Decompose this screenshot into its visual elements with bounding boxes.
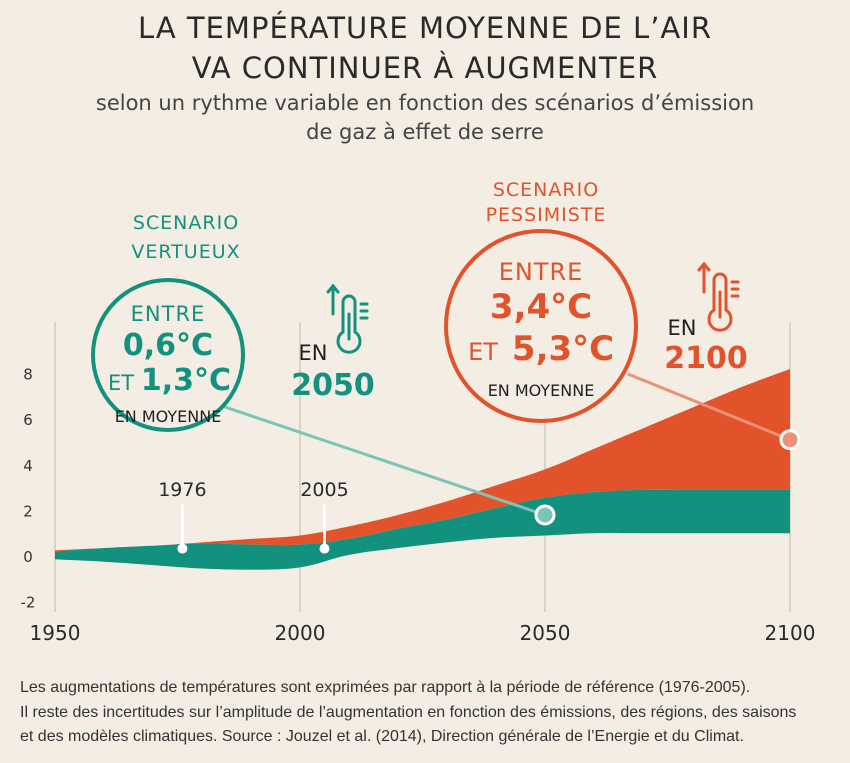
x-tick-label: 1950 xyxy=(30,621,81,645)
thermometer-icon xyxy=(326,283,369,354)
callout-et-vertueux: ET xyxy=(108,371,134,395)
subtitle-line-2: de gaz à effet de serre xyxy=(306,120,544,144)
x-tick-label: 2050 xyxy=(520,621,571,645)
callout-moyenne-pessimiste: EN MOYENNE xyxy=(488,381,595,400)
callout-low-vertueux: 0,6°C xyxy=(123,328,213,363)
callout-et-pessimiste: ET xyxy=(468,338,498,366)
y-tick-label: 6 xyxy=(23,411,33,429)
title-line-2: VA CONTINUER À AUGMENTER xyxy=(191,51,659,85)
callout-heading-2-pessimiste: PESSIMISTE xyxy=(486,204,607,226)
callout-connector-vertueux xyxy=(221,404,546,517)
series-band-1 xyxy=(55,369,790,552)
callout-point-vertueux xyxy=(534,504,556,526)
marker-label-2005: 2005 xyxy=(300,479,348,501)
y-tick-label: 0 xyxy=(23,548,33,566)
callout-year-pessimiste: 2100 xyxy=(664,341,748,376)
callout-connector-pessimiste xyxy=(627,372,791,442)
subtitle-line-1: selon un rythme variable en fonction des… xyxy=(95,91,755,115)
callout-heading-1-pessimiste: SCENARIO xyxy=(493,179,599,201)
callout-low-pessimiste: 3,4°C xyxy=(490,287,592,327)
callout-high-pessimiste: 5,3°C xyxy=(512,329,614,369)
footnote-line-1: Les augmentations de températures sont e… xyxy=(20,679,751,696)
y-tick-label: 2 xyxy=(23,502,33,520)
y-tick-label: 4 xyxy=(23,457,33,475)
thermometer-icon xyxy=(697,261,740,332)
callout-en-pessimiste: EN xyxy=(668,316,697,340)
callout-high-vertueux: 1,3°C xyxy=(141,363,231,398)
footnote-line-2: Il reste des incertitudes sur l’amplitud… xyxy=(20,703,797,721)
callout-circle-vertueux xyxy=(91,278,245,432)
y-tick-label: 8 xyxy=(23,366,33,384)
callout-year-vertueux: 2050 xyxy=(291,368,375,403)
marker-dot-2005 xyxy=(319,543,330,554)
chart-subtitle: selon un rythme variable en fonction des… xyxy=(0,89,850,147)
x-tick-label: 2100 xyxy=(765,621,816,645)
callout-entre-pessimiste: ENTRE xyxy=(499,258,584,286)
marker-dot-1976 xyxy=(177,543,188,554)
callout-circle-pessimiste xyxy=(444,229,638,423)
callout-en-vertueux: EN xyxy=(299,341,328,365)
series-band-0 xyxy=(55,489,790,570)
callout-heading-2-vertueux: VERTUEUX xyxy=(131,241,240,263)
callout-moyenne-vertueux: EN MOYENNE xyxy=(115,407,222,426)
y-tick-label: -2 xyxy=(21,594,36,612)
callout-point-pessimiste xyxy=(779,429,801,451)
title-line-1: LA TEMPÉRATURE MOYENNE DE L’AIR xyxy=(138,11,712,45)
chart-title: LA TEMPÉRATURE MOYENNE DE L’AIR VA CONTI… xyxy=(0,8,850,88)
temperature-chart: -2 0 2 4 6 8 1950 2000 2050 2100 1976 2005 SCENARIO V… xyxy=(21,179,816,645)
footnote-line-3: et des modèles climatiques. Source : Jou… xyxy=(20,728,744,745)
footnote: Les augmentations de températures sont e… xyxy=(20,676,832,750)
callout-heading-1-vertueux: SCENARIO xyxy=(133,212,239,234)
x-tick-label: 2000 xyxy=(275,621,326,645)
callout-entre-vertueux: ENTRE xyxy=(131,302,206,326)
marker-label-1976: 1976 xyxy=(158,479,206,501)
